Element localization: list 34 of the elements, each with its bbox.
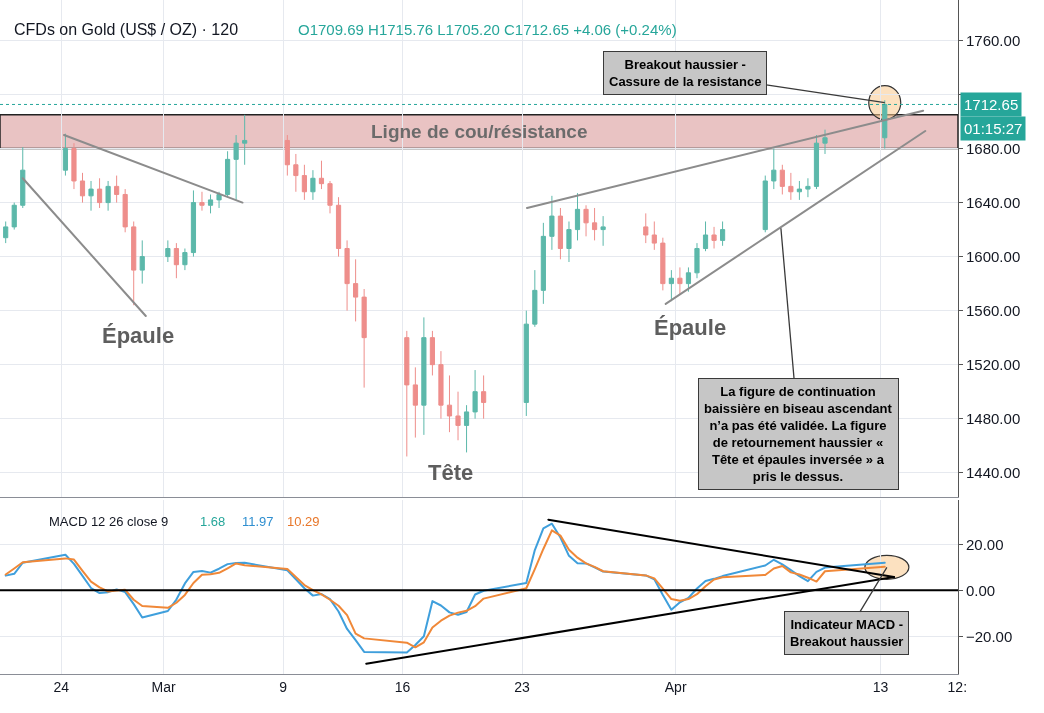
x-tick-label: 24 (53, 678, 70, 695)
text: 01:15:27 (964, 120, 1023, 137)
annotation: La figure de continuation baissière en biseau ascendant n’a pas été validée. La figure de retournement haussier « Tête et épaules inversée » a pris le dessus. (704, 384, 893, 484)
y-tick-label: 1480.00 (966, 409, 1021, 427)
x-tick-label: Apr (664, 678, 687, 695)
y-tick-label: 1440.00 (966, 463, 1021, 481)
y-tick-label: 1560.00 (966, 301, 1021, 319)
x-tick-label: 12: (947, 678, 968, 695)
annotation: Épaule (654, 315, 727, 340)
y-tick-label: 1640.00 (966, 193, 1021, 211)
y-tick-label: 1760.00 (966, 31, 1021, 49)
annotation: Épaule (102, 323, 175, 348)
band-label: Ligne de cou/résistance (371, 121, 588, 142)
annotation: 11.97 (242, 514, 274, 529)
y-tick-label: 1600.00 (966, 247, 1021, 265)
x-tick-label: 9 (279, 678, 288, 695)
y-tick-label: 20.00 (966, 535, 1004, 553)
annotation: 1.68 (200, 514, 226, 529)
annotation: Tête (428, 460, 474, 485)
annotation: Indicateur MACD - Breakout haussier (790, 617, 904, 649)
annotation: Breakout haussier - Cassure de la resistance (609, 57, 762, 89)
y-tick-label: 1520.00 (966, 355, 1021, 373)
ref-line-label: 1712.65 (964, 96, 1019, 113)
y-tick-label: −20.00 (966, 627, 1013, 645)
text: CFDs on Gold (US$ / OZ) · 120 (14, 21, 239, 38)
text: MACD 12 26 close 9 (49, 514, 169, 529)
y-tick-label: 1680.00 (966, 139, 1021, 157)
x-tick-label: Mar (151, 678, 176, 695)
x-tick-label: 23 (514, 678, 531, 695)
annotation: 10.29 (287, 514, 320, 529)
text: O1709.69 H1715.76 L1705.20 C1712.65 +4.06 (+0.24%) (298, 21, 677, 38)
x-tick-label: 13 (872, 678, 889, 695)
y-tick-label: 0.00 (966, 581, 996, 599)
x-tick-label: 16 (394, 678, 411, 695)
